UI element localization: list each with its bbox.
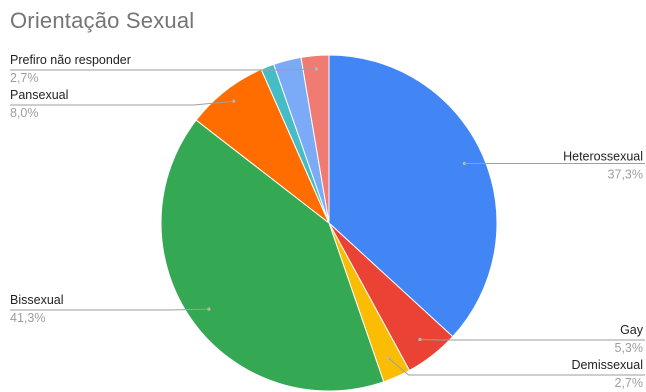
slice-label: Pansexual xyxy=(10,88,68,102)
pie-slice-heterossexual xyxy=(328,54,498,338)
leader-line xyxy=(10,100,234,106)
slice-label: Gay xyxy=(620,323,644,337)
slice-value-label: 37,3% xyxy=(608,168,643,182)
slice-value-label: 2,7% xyxy=(615,376,644,390)
slice-label: Demissexual xyxy=(571,358,643,372)
chart-title: Orientação Sexual xyxy=(10,8,195,33)
leader-line xyxy=(10,68,317,71)
slice-label: Bissexual xyxy=(10,293,64,307)
pie-slice-prefiro-n-o-responder xyxy=(300,54,330,224)
leader-line xyxy=(420,338,645,341)
slice-value-label: 41,3% xyxy=(10,311,45,325)
leader-line xyxy=(10,308,209,311)
slice-value-label: 8,0% xyxy=(10,106,39,120)
slice-value-label: 2,7% xyxy=(10,71,39,85)
pie-slice-bissexual xyxy=(160,119,385,392)
slice-label: Heterossexual xyxy=(563,150,643,164)
slice-label: Prefiro não responder xyxy=(10,53,131,67)
slice-value-label: 5,3% xyxy=(615,341,644,355)
leader-line xyxy=(388,357,645,376)
